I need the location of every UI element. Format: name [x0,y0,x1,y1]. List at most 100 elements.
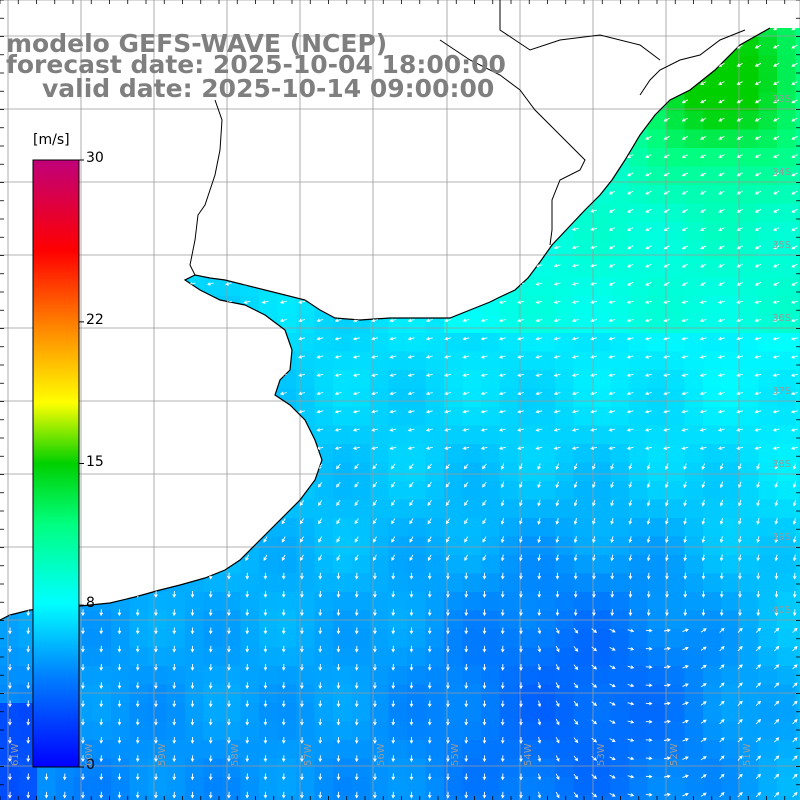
wind-arrow [318,755,323,763]
wind-arrow [700,81,707,85]
wind-arrow [225,282,233,286]
wind-arrow [774,590,779,598]
wind-arrow [537,791,542,799]
wind-arrow [682,774,689,779]
wind-arrow [334,172,342,177]
wind-arrow [644,409,652,414]
wind-arrow [316,209,324,213]
wind-arrow [389,391,397,396]
wind-arrow [498,428,506,432]
wind-arrow [573,590,578,598]
wind-arrow [681,44,689,49]
wind-arrow [719,499,724,507]
wind-arrow [336,700,341,708]
wind-arrow [425,227,433,231]
wind-arrow [281,663,286,671]
wind-arrow [737,737,743,743]
wind-arrow [318,682,323,690]
wind-arrow [608,135,616,140]
wind-arrow [718,135,725,140]
wind-arrow [718,99,725,104]
wind-arrow [25,9,31,12]
wind-arrow [609,756,616,761]
wind-arrow [97,428,105,432]
wind-arrow [482,755,487,763]
wind-arrow [610,536,614,544]
wind-arrow [571,44,579,49]
wind-arrow [627,28,634,31]
wind-arrow [682,792,689,797]
wind-arrow [318,627,323,635]
wind-arrow [591,628,598,634]
wind-arrow [754,154,762,158]
wind-arrow [99,627,104,635]
wind-arrow [645,208,652,213]
wind-arrow [498,282,506,286]
wind-arrow [592,536,596,544]
wind-arrow [208,791,213,799]
wind-arrow [26,773,31,781]
wind-arrow [281,718,286,726]
wind-arrow [790,446,798,450]
wind-arrow [626,300,634,304]
wind-arrow [498,172,506,177]
wind-arrow [517,446,525,450]
wind-arrow [97,300,105,304]
wind-arrow [590,190,598,195]
wind-arrow [719,645,725,652]
wind-arrow [263,700,268,708]
wind-arrow [24,117,32,122]
wind-arrow [206,300,214,304]
wind-arrow [170,227,178,231]
wind-arrow [243,446,251,450]
colorbar-tick-label: 30 [86,150,104,166]
wind-arrow [373,536,377,543]
wind-arrow [628,572,633,580]
wind-arrow [535,391,543,396]
wind-arrow [206,428,214,432]
wind-arrow [664,9,669,12]
wind-arrow [681,300,689,304]
wind-arrow [427,572,432,580]
wind-arrow [663,135,670,140]
wind-arrow [555,609,560,617]
wind-arrow [154,536,158,543]
wind-arrow [645,28,652,31]
wind-arrow [537,463,541,470]
wind-arrow [354,627,359,635]
wind-arrow [336,536,341,543]
wind-arrow [391,554,396,562]
wind-arrow [717,409,725,414]
wind-arrow [498,446,506,450]
wind-arrow [446,645,450,653]
border-line [189,99,223,276]
wind-arrow [519,481,523,489]
wind-arrow [480,245,488,250]
wind-arrow [480,227,488,231]
wind-arrow [683,9,688,12]
wind-arrow [42,117,50,122]
wind-arrow [665,481,669,489]
wind-arrow [8,773,12,781]
wind-arrow [719,590,724,598]
wind-arrow [535,336,543,341]
wind-arrow [389,428,397,432]
wind-arrow [318,791,323,799]
wind-arrow [737,9,742,12]
wind-arrow [170,355,178,359]
wind-arrow [590,300,598,304]
wind-arrow [425,428,433,432]
wind-arrow [26,718,31,726]
wind-arrow [663,263,670,268]
wind-arrow [608,81,616,85]
wind-arrow [135,755,140,763]
wind-arrow [681,81,689,85]
wind-arrow [425,209,433,213]
wind-arrow [115,154,123,158]
wind-arrow [555,627,560,635]
wind-arrow [553,318,561,323]
wind-arrow [444,136,452,140]
wind-arrow [425,391,433,396]
wind-arrow [300,590,304,598]
wind-arrow [608,263,616,268]
